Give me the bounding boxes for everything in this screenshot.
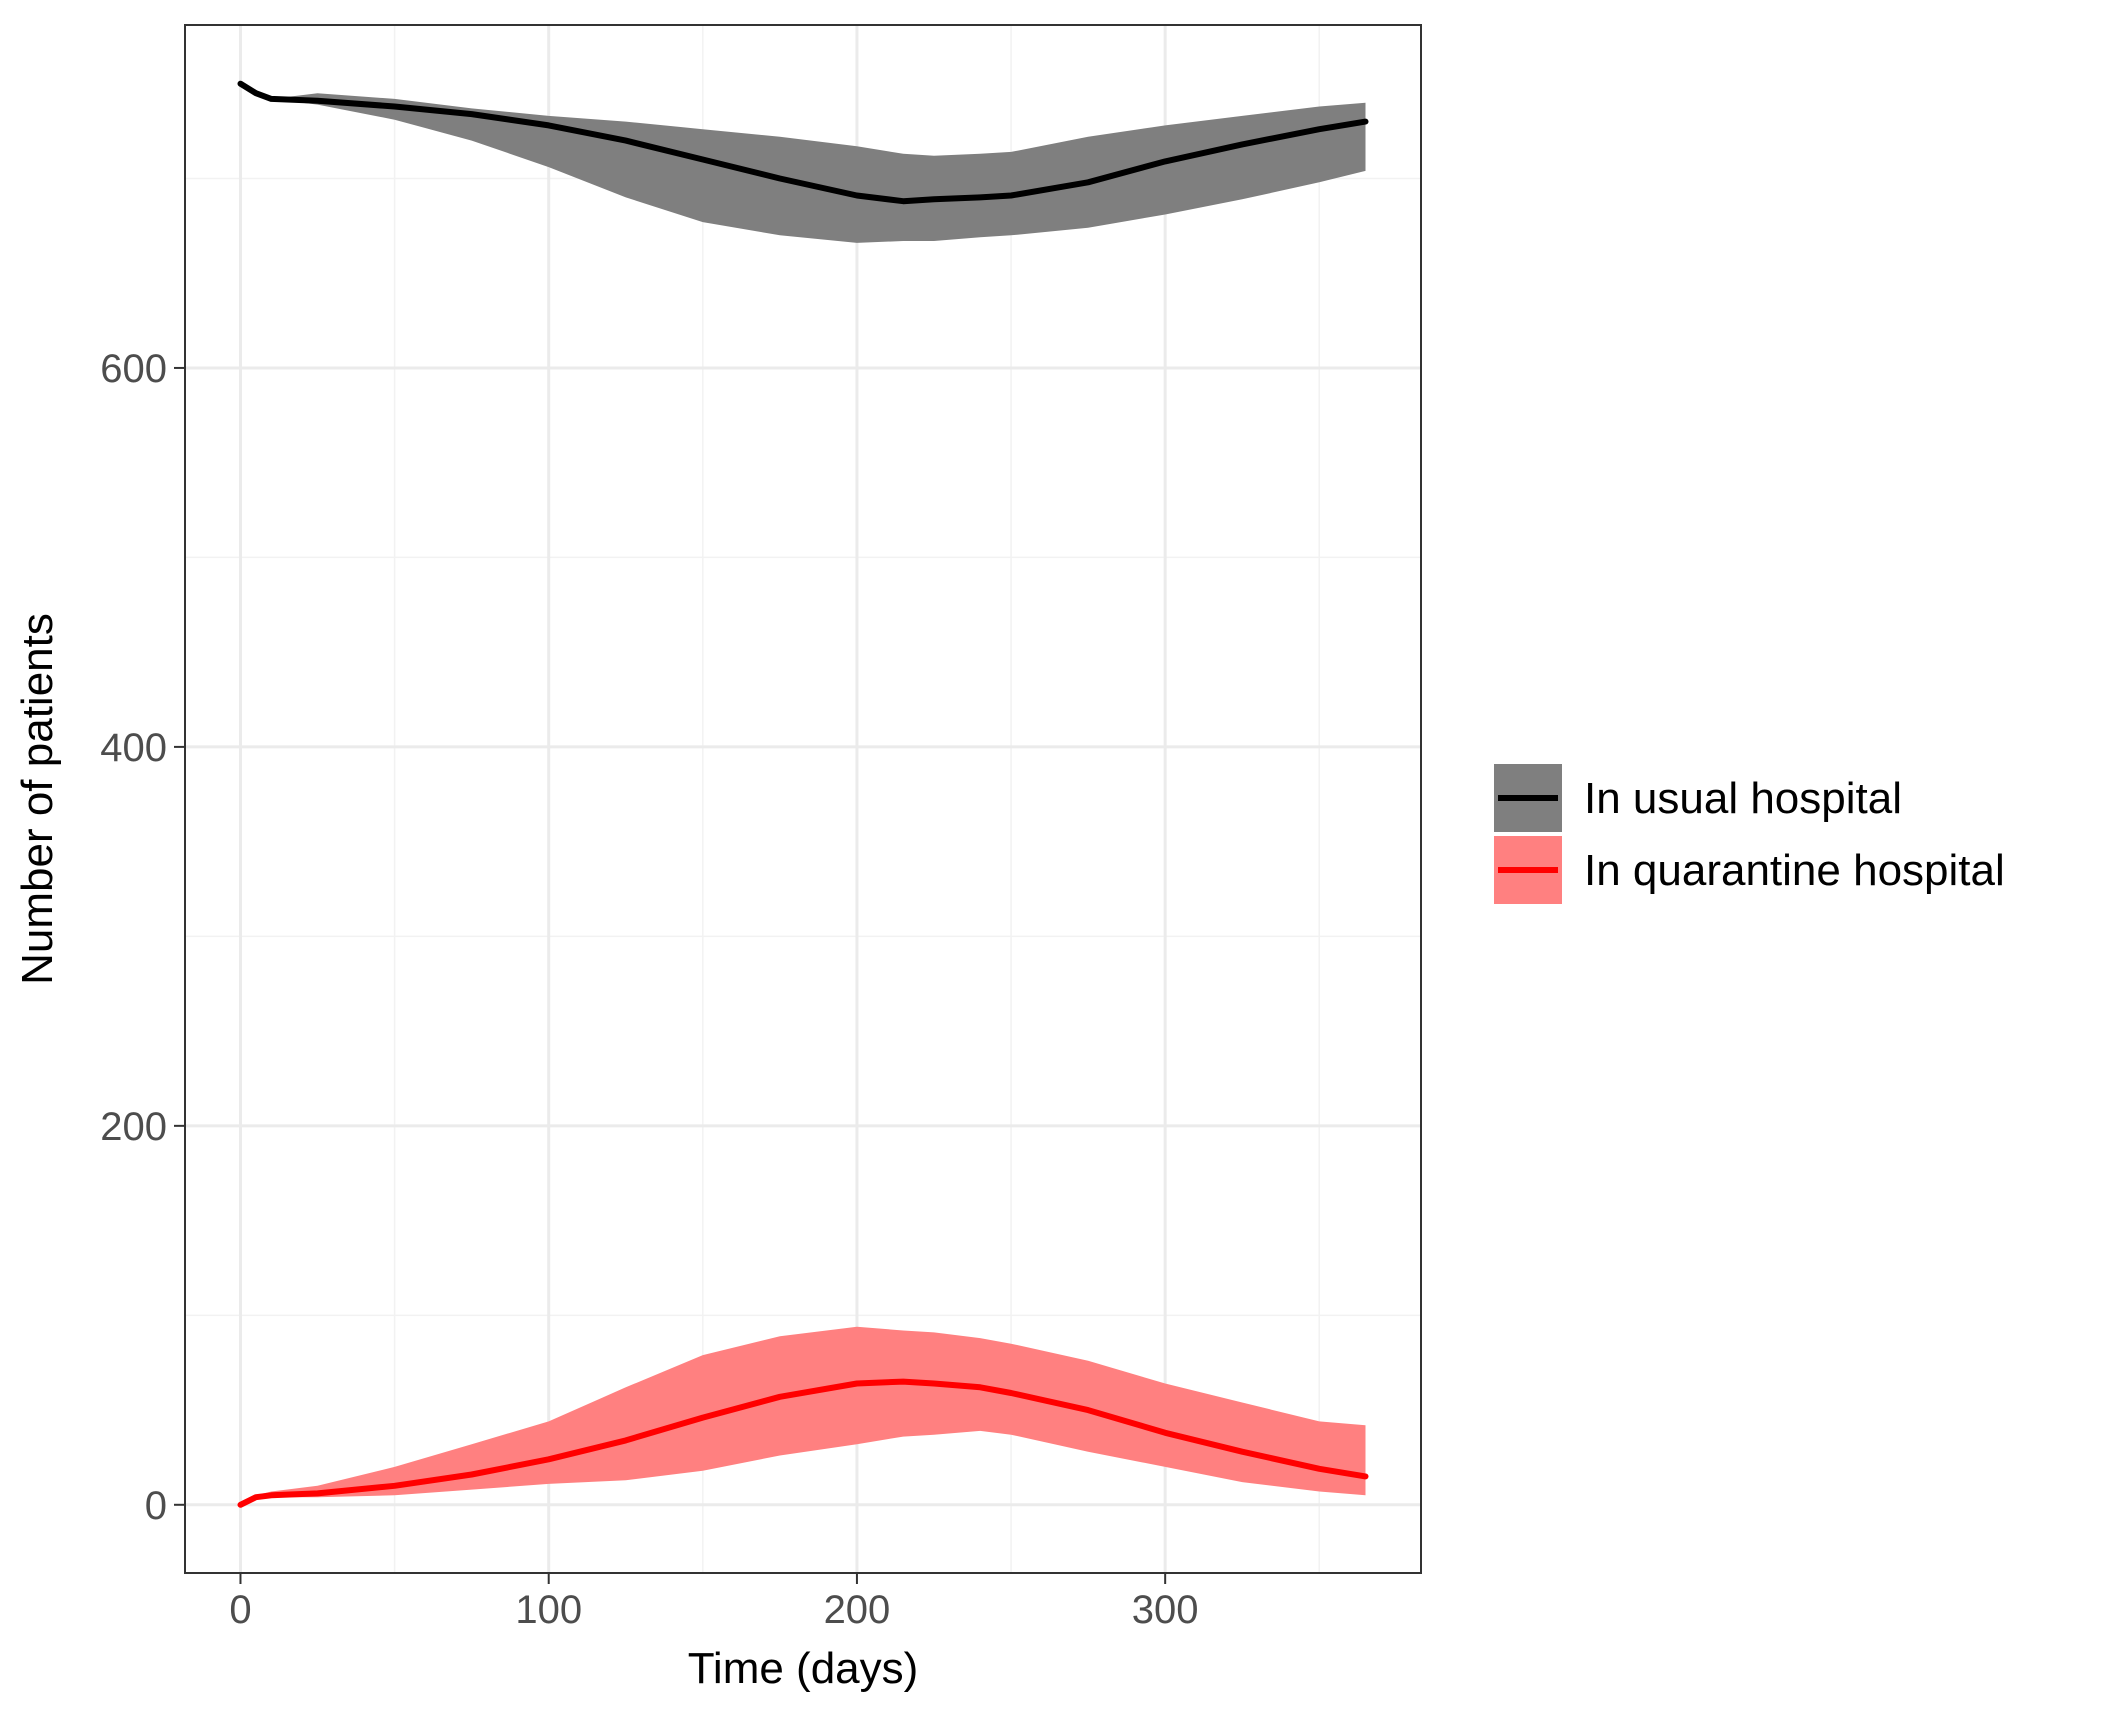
grid-major	[185, 25, 1421, 1573]
band-in-quarantine-hospital	[240, 1326, 1366, 1505]
x-tick-label: 300	[1132, 1588, 1199, 1632]
series-lines	[237, 80, 1369, 1508]
x-axis-title: Time (days)	[688, 1644, 919, 1693]
x-tick-label: 100	[515, 1588, 582, 1632]
x-tick-label: 200	[824, 1588, 891, 1632]
grid-minor	[185, 25, 1421, 1573]
y-axis-title: Number of patients	[13, 613, 62, 985]
y-tick-label: 0	[145, 1484, 167, 1528]
x-axis: 0 100 200 300	[229, 1573, 1199, 1632]
confidence-bands	[240, 83, 1366, 1505]
y-axis: 0 200 400 600	[100, 347, 185, 1528]
panel-border	[184, 24, 1422, 1574]
line-in-usual-hospital	[237, 80, 1369, 205]
legend-label-in-quarantine-hospital: In quarantine hospital	[1584, 846, 2005, 895]
y-tick-label: 400	[100, 726, 167, 770]
x-tick-label: 0	[229, 1588, 251, 1632]
legend: In usual hospital In quarantine hospital	[1494, 764, 2005, 904]
line-in-quarantine-hospital	[237, 1378, 1369, 1508]
legend-label-in-usual-hospital: In usual hospital	[1584, 774, 1902, 823]
y-tick-label: 600	[100, 347, 167, 391]
y-tick-label: 200	[100, 1105, 167, 1149]
